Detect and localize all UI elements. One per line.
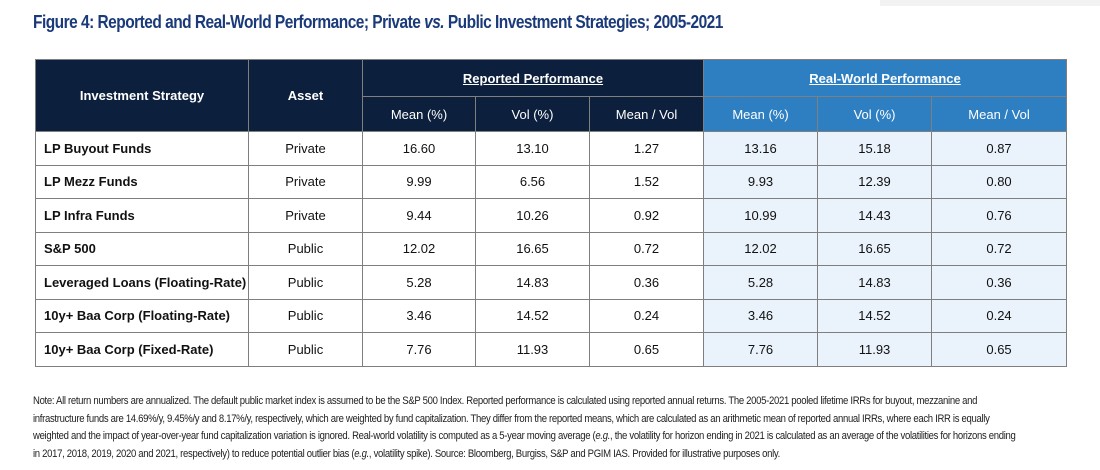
sub-header-reported-ratio: Mean / Vol — [588, 96, 705, 132]
cell-realworld-vol: 14.83 — [817, 265, 933, 300]
group-header-realworld: Real-World Performance — [703, 59, 1068, 97]
performance-table: Investment Strategy Asset Reported Perfo… — [35, 59, 1068, 367]
cell-strategy: Leveraged Loans (Floating-Rate) — [35, 265, 249, 300]
cell-reported-mean: 7.76 — [362, 332, 476, 367]
table-row: S&P 500 Public 12.02 16.65 0.72 12.02 16… — [35, 231, 1068, 266]
cell-reported-vol: 14.52 — [475, 298, 590, 333]
cell-strategy: LP Buyout Funds — [35, 131, 249, 166]
cell-realworld-vol: 14.43 — [817, 198, 933, 233]
cell-reported-ratio: 0.65 — [588, 332, 705, 367]
cell-reported-mean: 5.28 — [362, 265, 476, 300]
cell-realworld-vol: 16.65 — [817, 231, 933, 266]
cell-reported-ratio: 0.72 — [588, 231, 705, 266]
cell-realworld-mean: 10.99 — [703, 198, 819, 233]
footnote-line-3-eg: e.g. — [595, 430, 611, 443]
cell-strategy: 10y+ Baa Corp (Floating-Rate) — [35, 298, 249, 333]
cell-reported-mean: 9.99 — [362, 164, 476, 199]
cell-asset: Public — [248, 332, 363, 367]
cell-realworld-ratio: 0.24 — [931, 298, 1068, 333]
cell-reported-mean: 9.44 — [362, 198, 476, 233]
cell-realworld-ratio: 0.76 — [931, 198, 1068, 233]
cell-realworld-ratio: 0.36 — [931, 265, 1068, 300]
footnote-line-4-b: , volatility spike). Source: Bloomberg, … — [368, 447, 780, 460]
cell-strategy: LP Infra Funds — [35, 198, 249, 233]
footnote-line-2: infrastructure funds are 14.69%/y, 9.45%… — [33, 412, 990, 425]
header-row-metrics: Mean (%) Vol (%) Mean / Vol Mean (%) Vol… — [36, 96, 1068, 132]
cell-realworld-ratio: 0.80 — [931, 164, 1068, 199]
cell-realworld-ratio: 0.87 — [931, 131, 1068, 166]
table-row: 10y+ Baa Corp (Fixed-Rate) Public 7.76 1… — [35, 332, 1068, 367]
sub-header-realworld-ratio: Mean / Vol — [931, 96, 1068, 132]
cell-reported-vol: 16.65 — [475, 231, 590, 266]
cell-realworld-mean: 13.16 — [703, 131, 819, 166]
footnote-line-4: in 2017, 2018, 2019, 2020 and 2021, resp… — [33, 446, 1091, 464]
cell-realworld-ratio: 0.65 — [931, 332, 1068, 367]
cell-strategy: LP Mezz Funds — [35, 164, 249, 199]
table-row: LP Mezz Funds Private 9.99 6.56 1.52 9.9… — [35, 164, 1068, 199]
cell-reported-ratio: 0.36 — [588, 265, 705, 300]
title-vs: vs. — [424, 12, 445, 32]
cell-realworld-mean: 5.28 — [703, 265, 819, 300]
cell-reported-vol: 13.10 — [475, 131, 590, 166]
sub-header-realworld-mean: Mean (%) — [703, 96, 819, 132]
cell-reported-ratio: 0.92 — [588, 198, 705, 233]
table-row: LP Buyout Funds Private 16.60 13.10 1.27… — [35, 131, 1068, 166]
cell-realworld-mean: 9.93 — [703, 164, 819, 199]
cell-strategy: S&P 500 — [35, 231, 249, 266]
cell-realworld-mean: 3.46 — [703, 298, 819, 333]
cell-realworld-vol: 11.93 — [817, 332, 933, 367]
table-row: Leveraged Loans (Floating-Rate) Public 5… — [35, 265, 1068, 300]
cell-reported-vol: 10.26 — [475, 198, 590, 233]
cell-realworld-vol: 15.18 — [817, 131, 933, 166]
cell-reported-ratio: 0.24 — [588, 298, 705, 333]
sub-header-reported-mean: Mean (%) — [362, 96, 476, 132]
footnote-line-3-a: weighted and the impact of year-over-yea… — [33, 430, 596, 443]
cell-reported-ratio: 1.52 — [588, 164, 705, 199]
footnote-line-1: Note: All return numbers are annualized.… — [33, 395, 978, 407]
cell-realworld-vol: 14.52 — [817, 298, 933, 333]
figure-title: Figure 4: Reported and Real-World Perfor… — [33, 12, 723, 33]
title-suffix: Public Investment Strategies; 2005-2021 — [444, 12, 724, 32]
footnote: Note: All return numbers are annualized.… — [33, 393, 1091, 463]
cell-asset: Private — [248, 198, 363, 233]
group-realworld-underlined: Real-World — [809, 70, 878, 86]
cell-reported-mean: 16.60 — [362, 131, 476, 166]
cell-realworld-ratio: 0.72 — [931, 231, 1068, 266]
col-header-strategy: Investment Strategy — [35, 59, 249, 132]
cell-reported-vol: 11.93 — [475, 332, 590, 367]
group-realworld-rest: Performance — [877, 70, 961, 86]
cell-reported-mean: 12.02 — [362, 231, 476, 266]
group-reported-rest: Performance — [519, 70, 604, 86]
col-header-asset: Asset — [248, 59, 363, 132]
footnote-line-3-b: , the volatility for horizon ending in 2… — [610, 430, 1016, 443]
cell-asset: Public — [248, 298, 363, 333]
sub-header-reported-vol: Vol (%) — [475, 96, 590, 132]
top-right-decoration — [880, 0, 1100, 6]
table-row: LP Infra Funds Private 9.44 10.26 0.92 1… — [35, 198, 1068, 233]
group-header-reported: Reported Performance — [361, 59, 705, 97]
cell-asset: Private — [248, 131, 363, 166]
cell-reported-mean: 3.46 — [362, 298, 476, 333]
cell-reported-vol: 14.83 — [475, 265, 590, 300]
footnote-line-3: weighted and the impact of year-over-yea… — [33, 428, 1091, 446]
cell-realworld-vol: 12.39 — [817, 164, 933, 199]
table-row: 10y+ Baa Corp (Floating-Rate) Public 3.4… — [35, 298, 1068, 333]
cell-asset: Public — [248, 231, 363, 266]
header-row-groups: Investment Strategy Asset Reported Perfo… — [35, 59, 1068, 132]
title-prefix: Figure 4: Reported and Real-World Perfor… — [33, 12, 425, 32]
group-reported-underlined: Reported — [462, 70, 520, 86]
cell-realworld-mean: 12.02 — [703, 231, 819, 266]
sub-header-realworld-vol: Vol (%) — [817, 96, 933, 132]
cell-asset: Private — [248, 164, 363, 199]
cell-reported-ratio: 1.27 — [588, 131, 705, 166]
footnote-line-4-eg: e.g. — [354, 447, 369, 460]
cell-realworld-mean: 7.76 — [703, 332, 819, 367]
cell-reported-vol: 6.56 — [475, 164, 590, 199]
footnote-line-4-a: in 2017, 2018, 2019, 2020 and 2021, resp… — [33, 447, 355, 460]
cell-asset: Public — [248, 265, 363, 300]
cell-strategy: 10y+ Baa Corp (Fixed-Rate) — [35, 332, 249, 367]
